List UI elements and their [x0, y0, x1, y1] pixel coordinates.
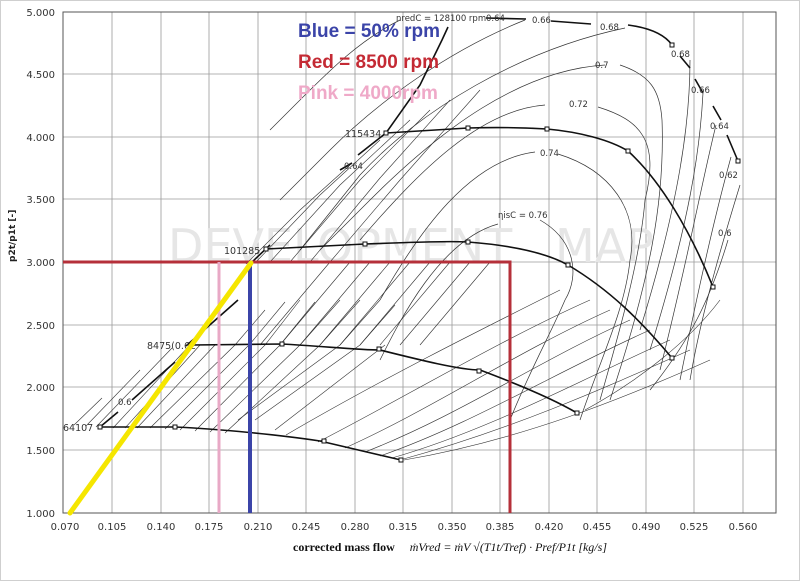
- legend-red: Red = 8500 rpm: [298, 52, 439, 73]
- svg-text:5.000: 5.000: [26, 8, 55, 19]
- efficiency-contours: [269, 19, 741, 421]
- choke-contours: [285, 289, 721, 461]
- svg-text:0.525: 0.525: [680, 522, 709, 533]
- svg-text:64107: 64107: [63, 423, 93, 434]
- svg-text:0.64: 0.64: [710, 122, 729, 132]
- grid-vertical: [111, 12, 744, 513]
- y-axis-ticks: 5.000 4.500 4.000 3.500 3.000 2.500 2.00…: [26, 8, 55, 520]
- svg-text:0.66: 0.66: [532, 16, 551, 26]
- svg-text:0.175: 0.175: [195, 522, 224, 533]
- yellow-surge-line: [67, 260, 254, 516]
- svg-text:101285: 101285: [224, 246, 260, 257]
- watermark-map: MAP: [555, 219, 654, 273]
- svg-text:2.000: 2.000: [26, 383, 55, 394]
- svg-text:0.66: 0.66: [691, 86, 710, 96]
- efficiency-contours-left: [73, 89, 491, 434]
- svg-text:1.000: 1.000: [26, 509, 55, 520]
- legend-blue: Blue = 50% rpm: [298, 21, 441, 42]
- svg-text:0.350: 0.350: [438, 522, 467, 533]
- svg-text:0.420: 0.420: [535, 522, 564, 533]
- svg-text:0.7: 0.7: [595, 61, 609, 71]
- svg-text:0.72: 0.72: [569, 100, 588, 110]
- svg-text:8475(0.62: 8475(0.62: [147, 341, 196, 352]
- red-8500rpm-line: [63, 260, 512, 513]
- svg-text:4.000: 4.000: [26, 133, 55, 144]
- svg-text:0.68: 0.68: [600, 23, 619, 33]
- svg-text:0.68: 0.68: [671, 50, 690, 60]
- y-axis-title: p2t/p1t [-]: [8, 209, 18, 262]
- svg-text:0.070: 0.070: [51, 522, 80, 533]
- svg-text:0.385: 0.385: [486, 522, 515, 533]
- svg-text:0.490: 0.490: [632, 522, 661, 533]
- svg-text:0.455: 0.455: [583, 522, 612, 533]
- svg-text:1.500: 1.500: [26, 446, 55, 457]
- legend: Blue = 50% rpm Red = 8500 rpm Pink = 400…: [298, 16, 440, 109]
- svg-text:0.64: 0.64: [344, 162, 363, 172]
- svg-text:2.500: 2.500: [26, 321, 55, 332]
- x-axis-formula: ṁVred = ṁV √(T1t/Tref) · Pref/P1t [kg/s]: [409, 540, 607, 554]
- svg-text:3.000: 3.000: [26, 258, 55, 269]
- svg-text:0.210: 0.210: [244, 522, 273, 533]
- svg-text:0.105: 0.105: [98, 522, 127, 533]
- svg-text:115434: 115434: [345, 129, 381, 140]
- svg-text:ηisC = 0.76: ηisC = 0.76: [498, 211, 548, 221]
- svg-text:nredC = 128100 rpm: nredC = 128100 rpm: [396, 14, 486, 24]
- x-axis-title: corrected mass flow ṁVred = ṁV √(T1t/Tre…: [293, 540, 607, 555]
- svg-text:0.280: 0.280: [341, 522, 370, 533]
- svg-text:0.62: 0.62: [719, 171, 738, 181]
- grid-horizontal: [63, 73, 776, 451]
- efficiency-labels: 0.6 0.64 0.64 0.66 0.68 0.7 0.72 0.74 ηi…: [118, 14, 738, 408]
- speed-labels: nredC = 128100 rpm 115434 101285 8475(0.…: [63, 14, 486, 434]
- svg-text:0.560: 0.560: [729, 522, 758, 533]
- svg-text:0.315: 0.315: [389, 522, 418, 533]
- svg-text:0.245: 0.245: [292, 522, 321, 533]
- svg-text:0.6: 0.6: [118, 398, 132, 408]
- x-axis-ticks: 0.070 0.105 0.140 0.175 0.210 0.245 0.28…: [51, 522, 758, 533]
- svg-text:0.74: 0.74: [540, 149, 559, 159]
- svg-text:0.140: 0.140: [147, 522, 176, 533]
- svg-text:0.64: 0.64: [486, 14, 505, 24]
- svg-text:0.6: 0.6: [718, 229, 732, 239]
- svg-text:4.500: 4.500: [26, 70, 55, 81]
- svg-text:3.500: 3.500: [26, 195, 55, 206]
- legend-pink: Pink = 4000rpm: [298, 83, 438, 104]
- x-axis-label: corrected mass flow: [293, 540, 395, 554]
- speed-markers: [97, 42, 741, 463]
